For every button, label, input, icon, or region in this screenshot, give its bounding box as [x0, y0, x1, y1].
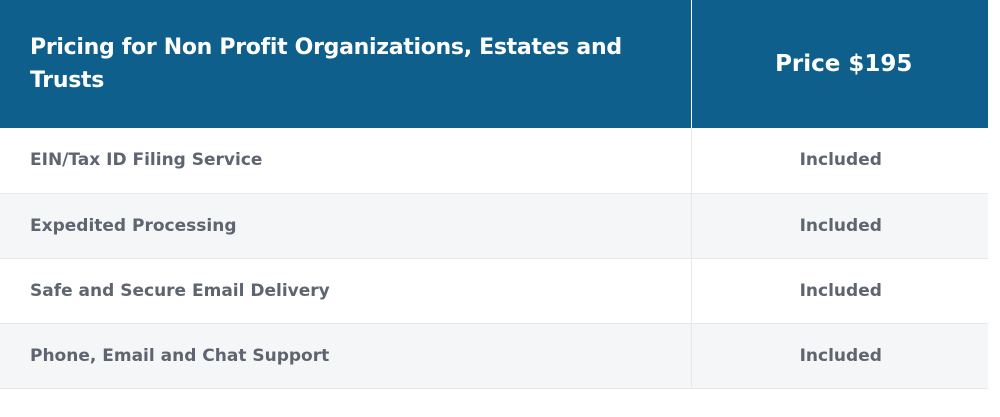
pricing-table: Pricing for Non Profit Organizations, Es…: [0, 0, 988, 389]
feature-name: Expedited Processing: [0, 193, 692, 259]
feature-status: Included: [691, 128, 988, 194]
feature-status: Included: [691, 258, 988, 324]
feature-name: Safe and Secure Email Delivery: [0, 258, 692, 324]
feature-status: Included: [691, 323, 988, 389]
table-title: Pricing for Non Profit Organizations, Es…: [0, 0, 692, 128]
table-row: Safe and Secure Email Delivery Included: [0, 258, 988, 324]
feature-status: Included: [691, 193, 988, 259]
feature-name: Phone, Email and Chat Support: [0, 323, 692, 389]
feature-name: EIN/Tax ID Filing Service: [0, 128, 692, 194]
table-row: EIN/Tax ID Filing Service Included: [0, 128, 988, 194]
table-row: Expedited Processing Included: [0, 193, 988, 259]
table-row: Phone, Email and Chat Support Included: [0, 323, 988, 389]
price-heading: Price $195: [691, 0, 988, 128]
table-header-row: Pricing for Non Profit Organizations, Es…: [0, 0, 988, 128]
